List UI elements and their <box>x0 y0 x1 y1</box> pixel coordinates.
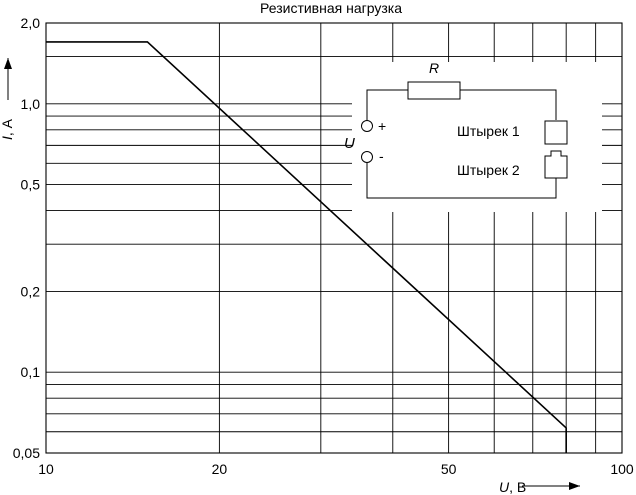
x-axis-arrowhead <box>569 482 580 490</box>
resistor-symbol <box>407 81 461 100</box>
y-axis-label: I, А <box>0 118 15 140</box>
series-line <box>46 41 567 453</box>
y-tick-label: 0,2 <box>21 283 41 299</box>
tick-labels: 10 20 50 100 0,05 0,1 0,2 0,5 1,0 2,0 <box>13 15 634 477</box>
plus-label: + <box>378 118 386 134</box>
wire-bottom <box>366 163 557 199</box>
pin1-symbol <box>544 120 568 145</box>
pin1-label: Штырек 1 <box>457 123 520 139</box>
y-tick-label: 0,05 <box>13 445 40 461</box>
x-tick-label: 10 <box>38 461 54 477</box>
pin2-label: Штырек 2 <box>457 162 520 178</box>
pin2-symbol <box>544 150 568 179</box>
chart-title: Резистивная нагрузка <box>260 0 402 16</box>
y-tick-label: 0,5 <box>21 177 41 193</box>
x-tick-label: 100 <box>610 461 634 477</box>
y-tick-label: 0,1 <box>21 364 41 380</box>
y-axis-arrowhead <box>4 58 12 69</box>
circuit-inset: R + - U Штырек 1 Штырек 2 <box>344 60 602 212</box>
minus-label: - <box>379 148 384 164</box>
terminal-plus <box>361 120 373 132</box>
terminal-minus <box>361 151 373 163</box>
plot-frame <box>45 22 623 454</box>
y-tick-label: 2,0 <box>21 15 41 31</box>
x-tick-label: 50 <box>441 461 457 477</box>
wire-top <box>366 89 557 120</box>
x-tick-label: 20 <box>212 461 228 477</box>
y-tick-label: 1,0 <box>21 96 41 112</box>
x-axis-label: U, В <box>499 479 526 495</box>
resistor-label: R <box>429 60 439 76</box>
curve-layer <box>46 41 567 453</box>
source-label: U <box>344 135 355 152</box>
